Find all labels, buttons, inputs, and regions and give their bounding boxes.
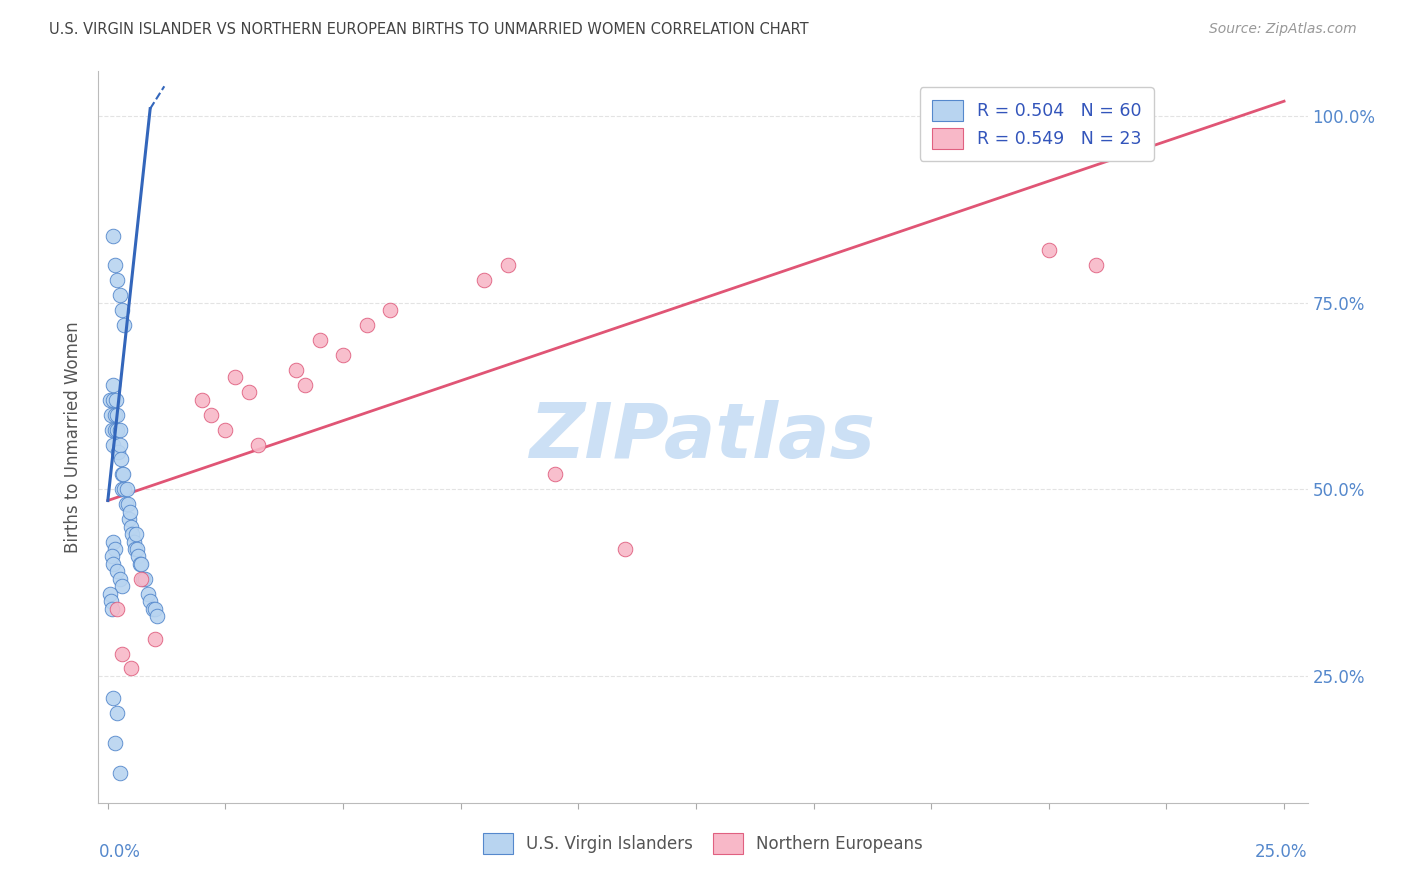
Point — [101, 228, 124, 243]
Point — [120, 519, 142, 533]
Text: ZIPatlas: ZIPatlas — [530, 401, 876, 474]
Point — [544, 467, 567, 482]
Point — [110, 452, 132, 467]
Point — [101, 534, 124, 549]
Point — [118, 512, 141, 526]
Point — [103, 392, 125, 407]
Point — [238, 385, 260, 400]
Point — [101, 691, 124, 706]
Point — [136, 587, 159, 601]
Point — [356, 318, 378, 332]
Point — [108, 437, 131, 451]
Point — [128, 557, 150, 571]
Point — [143, 601, 166, 615]
Point — [308, 333, 330, 347]
Point — [117, 497, 139, 511]
Point — [134, 572, 156, 586]
Point — [614, 542, 637, 557]
Point — [108, 288, 131, 302]
Text: Source: ZipAtlas.com: Source: ZipAtlas.com — [1209, 22, 1357, 37]
Point — [294, 377, 316, 392]
Point — [141, 601, 163, 615]
Point — [129, 557, 152, 571]
Legend: U.S. Virgin Islanders, Northern Europeans: U.S. Virgin Islanders, Northern European… — [477, 827, 929, 860]
Point — [100, 408, 122, 422]
Point — [121, 527, 143, 541]
Point — [98, 392, 121, 407]
Point — [115, 483, 138, 497]
Point — [105, 601, 128, 615]
Point — [1084, 259, 1107, 273]
Point — [108, 572, 131, 586]
Text: 0.0%: 0.0% — [98, 843, 141, 861]
Point — [100, 549, 122, 564]
Point — [101, 437, 124, 451]
Point — [108, 423, 131, 437]
Point — [105, 392, 128, 407]
Point — [247, 437, 270, 451]
Point — [108, 766, 131, 780]
Point — [285, 363, 308, 377]
Point — [111, 483, 134, 497]
Point — [112, 318, 135, 332]
Point — [224, 370, 246, 384]
Point — [100, 594, 122, 608]
Point — [104, 542, 127, 557]
Point — [191, 392, 214, 407]
Point — [101, 601, 124, 615]
Point — [127, 549, 149, 564]
Point — [496, 259, 519, 273]
Point — [105, 565, 128, 579]
Point — [103, 557, 125, 571]
Point — [105, 423, 128, 437]
Text: U.S. VIRGIN ISLANDER VS NORTHERN EUROPEAN BIRTHS TO UNMARRIED WOMEN CORRELATION : U.S. VIRGIN ISLANDER VS NORTHERN EUROPEA… — [49, 22, 808, 37]
Point — [214, 423, 236, 437]
Point — [104, 736, 127, 750]
Point — [104, 408, 127, 422]
Point — [125, 542, 148, 557]
Text: 25.0%: 25.0% — [1256, 843, 1308, 861]
Point — [139, 594, 162, 608]
Point — [105, 273, 128, 287]
Point — [472, 273, 495, 287]
Point — [104, 423, 127, 437]
Point — [107, 445, 129, 459]
Point — [105, 408, 128, 422]
Point — [146, 609, 169, 624]
Point — [111, 467, 134, 482]
Point — [129, 572, 152, 586]
Point — [132, 572, 155, 586]
Point — [143, 632, 166, 646]
Point — [120, 661, 142, 675]
Point — [378, 303, 401, 318]
Point — [101, 377, 124, 392]
Point — [111, 303, 134, 318]
Point — [332, 348, 354, 362]
Point — [125, 527, 148, 541]
Point — [120, 505, 142, 519]
Point — [100, 423, 122, 437]
Point — [104, 259, 127, 273]
Point — [98, 587, 121, 601]
Point — [111, 579, 134, 593]
Point — [200, 408, 222, 422]
Point — [111, 467, 134, 482]
Point — [105, 706, 128, 721]
Point — [122, 534, 145, 549]
Point — [1038, 244, 1060, 258]
Point — [112, 483, 135, 497]
Point — [111, 647, 134, 661]
Y-axis label: Births to Unmarried Women: Births to Unmarried Women — [65, 321, 83, 553]
Point — [124, 542, 146, 557]
Point — [114, 497, 136, 511]
